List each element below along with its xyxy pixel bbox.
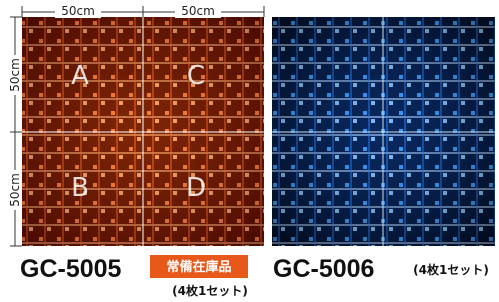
set-note: (4枚1セット) [413, 262, 489, 277]
product-code: GC-5006 [273, 255, 374, 283]
dimension-label: 50cm [8, 173, 22, 207]
dimension-label: 50cm [61, 4, 95, 18]
product-code: GC-5005 [20, 255, 122, 283]
badge-text: 常備在庫品 [166, 259, 231, 275]
canvas: 50cm 50cm 50cm 50cm A C B D GC-5005 常備在庫… [0, 0, 499, 302]
set-note: (4枚1セット) [172, 283, 248, 298]
tile-letter: A [71, 61, 89, 91]
page: 50cm 50cm 50cm 50cm A C B D GC-5005 常備在庫… [0, 0, 499, 302]
dimension-label: 50cm [181, 4, 215, 18]
tile-letter: D [186, 173, 206, 203]
dimension-label: 50cm [8, 58, 22, 92]
tile-letter: C [187, 61, 205, 91]
tile-letter: B [71, 173, 89, 203]
